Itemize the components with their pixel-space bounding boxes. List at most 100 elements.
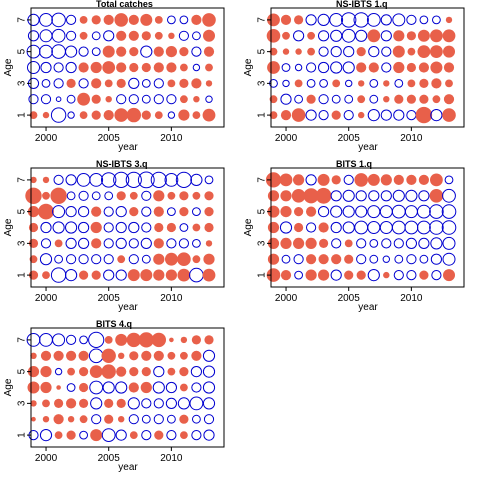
residual-point [30, 352, 37, 359]
residual-point [150, 171, 167, 188]
residual-point [295, 48, 302, 55]
residual-point [127, 397, 140, 410]
y-tick-label: 7 [17, 337, 28, 343]
residual-point [293, 237, 305, 249]
residual-point [116, 191, 126, 201]
residual-point [67, 111, 75, 119]
residual-point [103, 30, 115, 42]
residual-point [65, 45, 78, 58]
residual-point [90, 429, 103, 442]
plot-frame [30, 327, 225, 448]
panel-title: BITS 4.q [96, 319, 132, 329]
residual-point [392, 45, 405, 58]
residual-point [113, 171, 130, 188]
residual-point [127, 269, 140, 282]
residual-point [78, 350, 89, 361]
residual-point [39, 429, 53, 442]
residual-point [178, 238, 189, 249]
residual-point [369, 94, 379, 104]
residual-point [329, 13, 344, 27]
residual-point [151, 332, 166, 348]
y-tick-label: 3 [17, 80, 28, 86]
x-tick-label: 2010 [400, 293, 423, 304]
residual-point [118, 352, 125, 359]
x-tick-label: 2005 [98, 133, 121, 144]
residual-point [391, 220, 406, 235]
residual-point [342, 205, 355, 218]
residual-point [29, 111, 38, 119]
residual-point [192, 63, 201, 72]
residual-point [265, 172, 282, 188]
residual-point [369, 254, 379, 264]
residual-point [141, 430, 152, 441]
residual-point [103, 269, 115, 281]
residual-point [114, 13, 128, 27]
residual-point [430, 253, 442, 265]
residual-point [331, 110, 341, 120]
x-tick-label: 2000 [275, 293, 298, 304]
residual-point [50, 267, 67, 283]
residual-point [90, 61, 102, 74]
residual-point [319, 238, 329, 248]
residual-point [166, 430, 177, 441]
residual-point [27, 381, 40, 394]
residual-point [65, 221, 78, 234]
residual-point [141, 367, 151, 377]
y-tick-label: 3 [257, 80, 268, 86]
residual-point [167, 191, 176, 200]
residual-point [180, 336, 188, 344]
y-tick-label: 5 [17, 48, 28, 54]
residual-point [266, 268, 281, 282]
residual-point [432, 95, 441, 104]
residual-point [442, 188, 456, 203]
residual-point [279, 173, 293, 187]
residual-point [394, 254, 404, 264]
residual-point [318, 46, 329, 57]
residual-point [103, 110, 114, 121]
residual-point [53, 78, 64, 89]
residual-point [179, 191, 189, 201]
residual-point [101, 348, 116, 363]
residual-point [180, 63, 188, 72]
residual-point [419, 254, 429, 264]
residual-point [355, 205, 368, 218]
residual-point [419, 15, 429, 25]
residual-point [153, 398, 164, 409]
residual-point [91, 110, 101, 120]
residual-point [40, 238, 52, 249]
residual-point [405, 189, 418, 202]
residual-point [66, 254, 77, 265]
residual-point [91, 238, 102, 249]
residual-point [330, 29, 343, 42]
residual-point [318, 206, 330, 218]
residual-point [383, 96, 390, 103]
residual-point [294, 222, 304, 233]
residual-point [393, 238, 404, 249]
residual-point [40, 381, 52, 394]
residual-point [129, 207, 139, 217]
residual-point [406, 94, 416, 104]
residual-point [180, 95, 188, 104]
residual-point [205, 240, 213, 247]
residual-point [202, 349, 216, 362]
residual-point [116, 46, 127, 57]
residual-point [66, 383, 76, 392]
residual-point [189, 396, 204, 411]
residual-point [332, 79, 341, 88]
residual-point [192, 31, 201, 41]
residual-point [52, 221, 65, 234]
residual-point [356, 254, 367, 265]
residual-point [51, 28, 66, 43]
residual-point [51, 44, 66, 59]
residual-point [192, 191, 201, 200]
residual-point [79, 16, 88, 24]
residual-point [367, 109, 380, 122]
residual-point [368, 190, 380, 202]
residual-point [380, 14, 392, 26]
residual-point [191, 78, 202, 89]
residual-point [51, 12, 66, 28]
residual-point [39, 13, 53, 27]
residual-point [392, 189, 405, 202]
residual-point [383, 80, 390, 87]
residual-point [341, 12, 357, 28]
